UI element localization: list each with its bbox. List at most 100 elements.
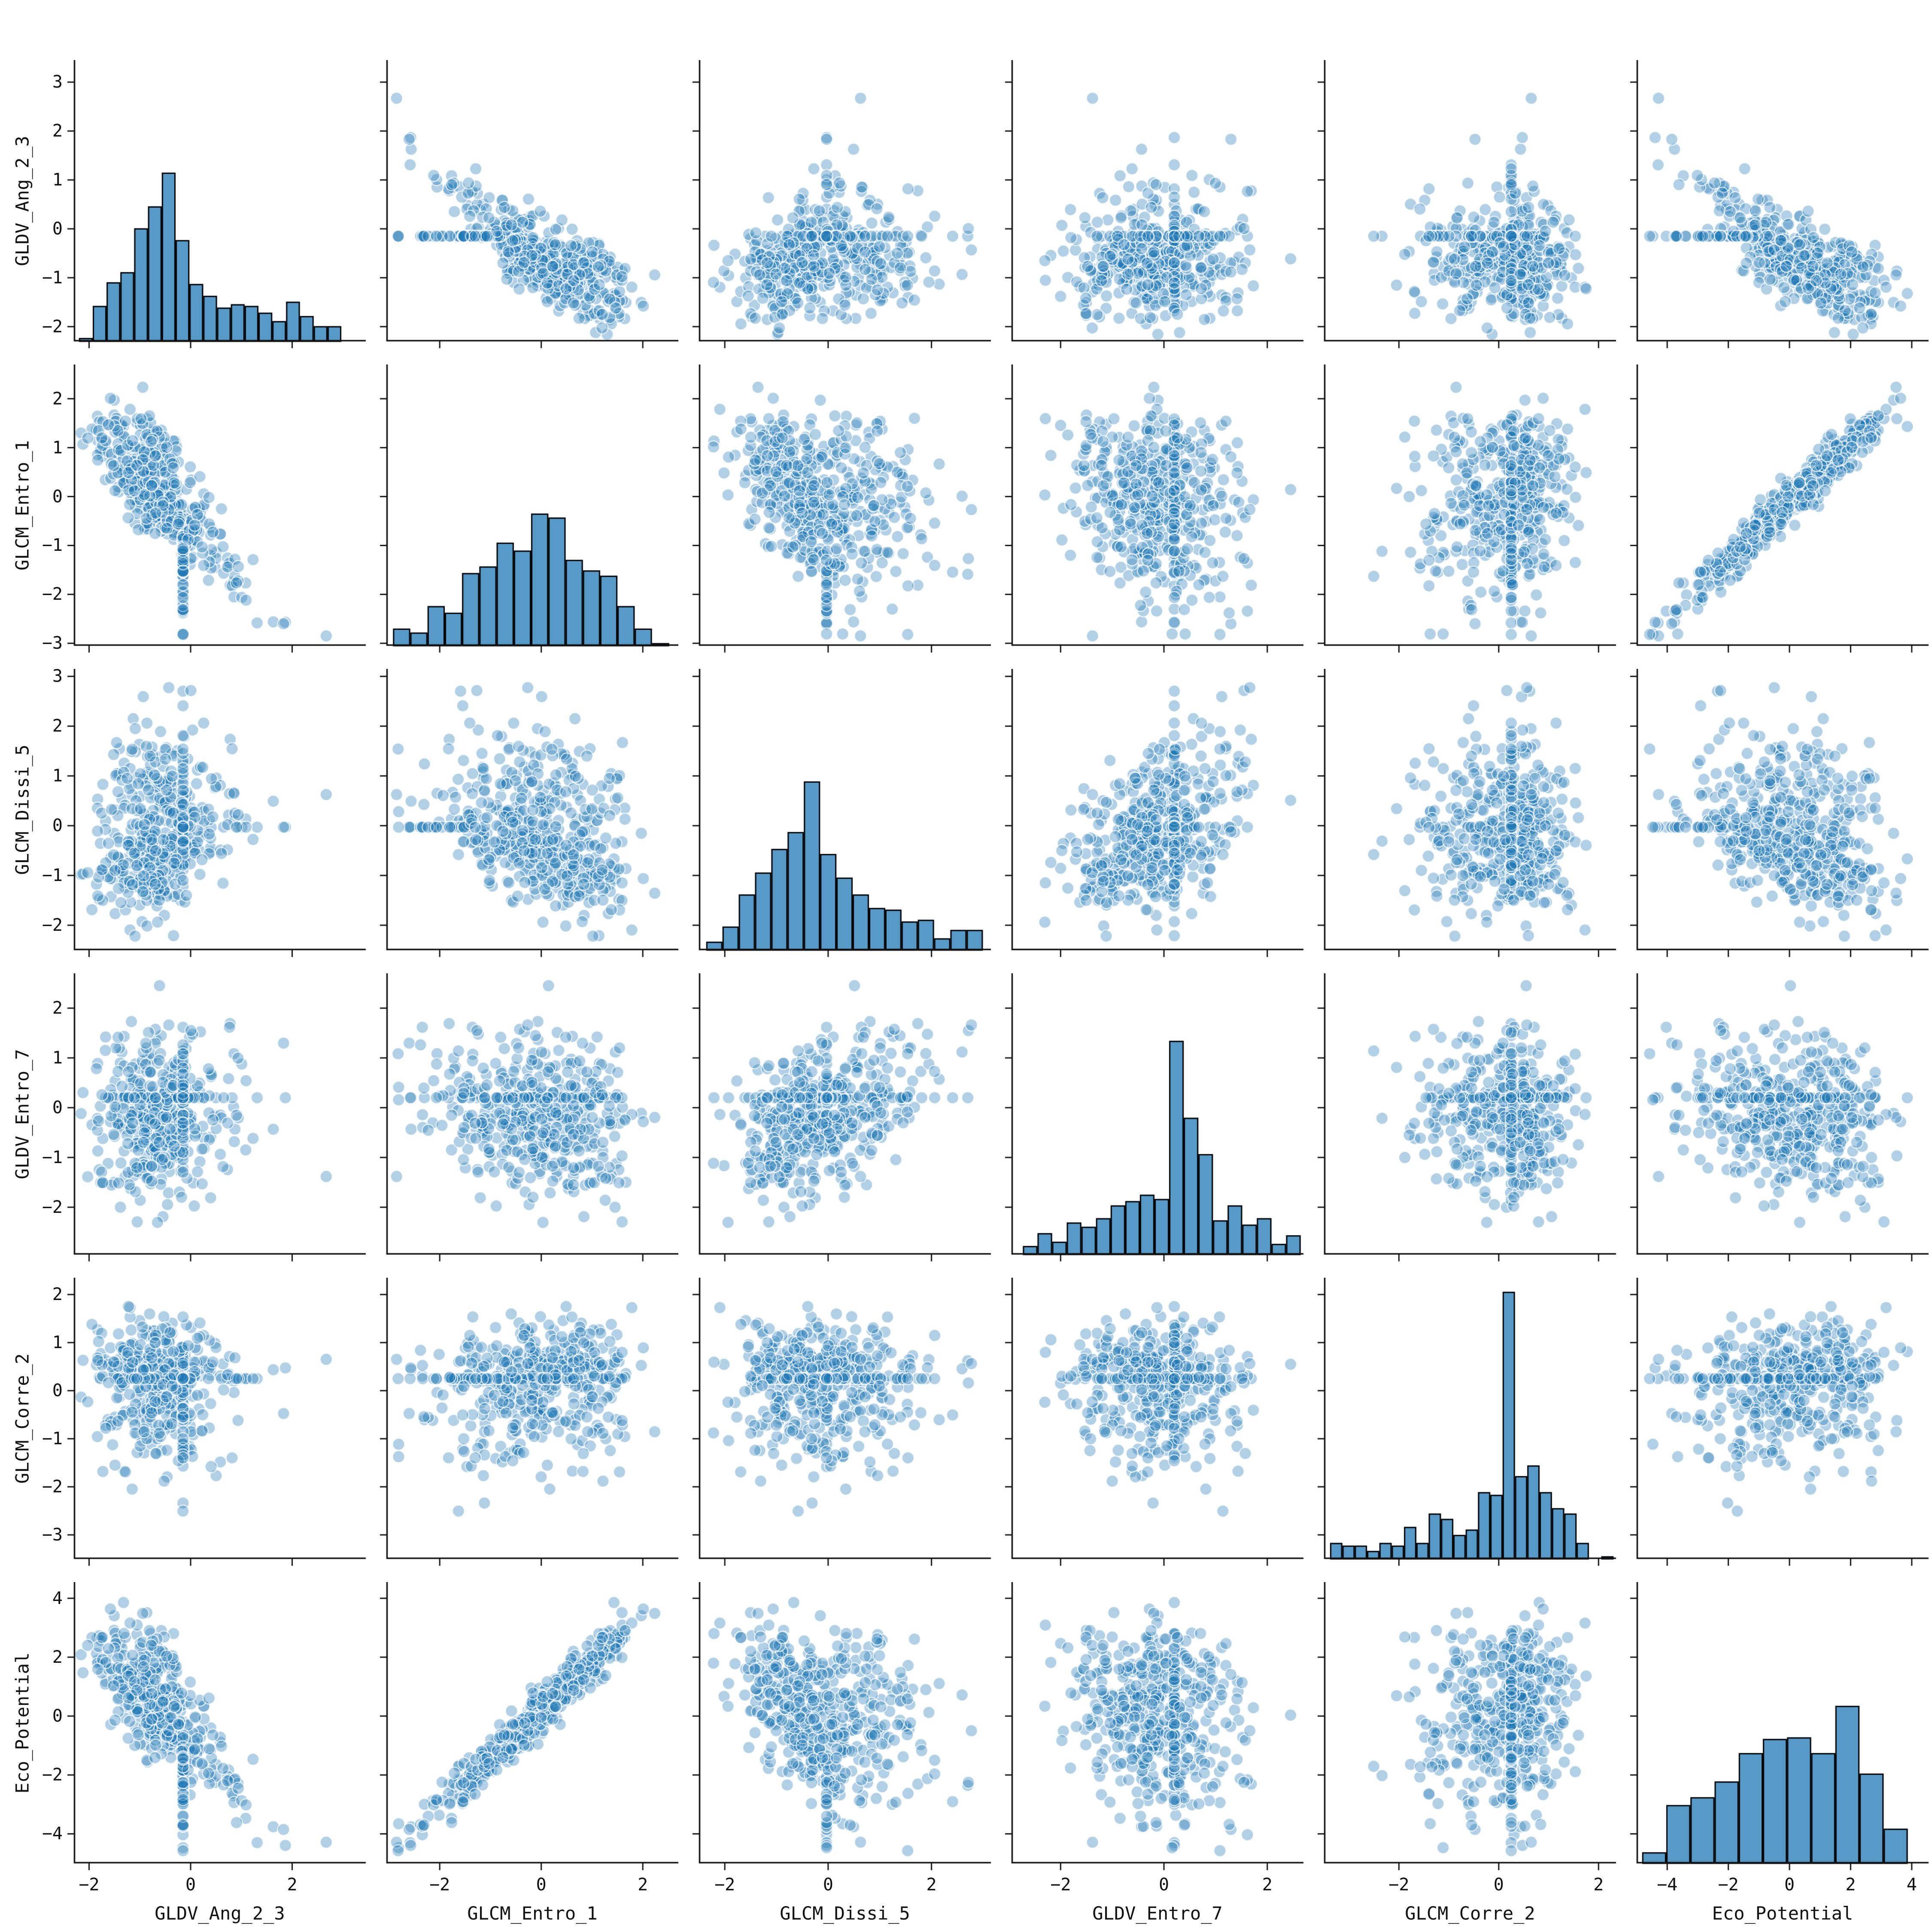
- scatter-GLCM_Dissi_5-vs-GLCM_Entro_1: [379, 669, 686, 960]
- scatter-GLDV_Ang_2_3-vs-GLCM_Dissi_5: [691, 60, 999, 351]
- y-tick-label: 4: [52, 1588, 63, 1608]
- scatter-GLCM_Corre_2-vs-GLDV_Entro_7: [1004, 1278, 1311, 1568]
- scatter-GLCM_Entro_1-vs-Eco_Potential: [1629, 365, 1932, 655]
- x-axis-label-GLDV_Ang_2_3: GLDV_Ang_2_3: [155, 1903, 285, 1924]
- x-tick-label: −2: [714, 1875, 735, 1895]
- x-axis-label-GLCM_Entro_1: GLCM_Entro_1: [467, 1903, 598, 1924]
- x-tick-label: 2: [1262, 1875, 1273, 1895]
- scatter-GLDV_Ang_2_3-vs-GLCM_Entro_1: [379, 60, 686, 351]
- y-tick-label: 1: [52, 1048, 63, 1068]
- scatter-GLCM_Entro_1-vs-GLCM_Corre_2: [1316, 365, 1624, 655]
- diag-histogram-Eco_Potential: [1629, 1582, 1932, 1873]
- y-tick-label: 1: [52, 170, 63, 190]
- scatter-GLCM_Dissi_5-vs-GLCM_Corre_2: [1316, 669, 1624, 960]
- y-tick-label: 1: [52, 766, 63, 786]
- y-tick-label: 2: [52, 716, 63, 736]
- x-tick-label: −2: [1388, 1875, 1410, 1895]
- x-tick-label: −2: [1050, 1875, 1071, 1895]
- scatter-GLDV_Entro_7-vs-GLCM_Corre_2: [1316, 973, 1624, 1264]
- scatter-GLCM_Dissi_5-vs-GLDV_Ang_2_3: [66, 669, 374, 960]
- x-tick-label: 2: [638, 1875, 648, 1895]
- y-tick-label: 2: [52, 389, 63, 409]
- y-tick-label: −3: [42, 1525, 63, 1545]
- x-tick-label: 0: [185, 1875, 196, 1895]
- y-axis-label-GLDV_Ang_2_3: GLDV_Ang_2_3: [12, 135, 33, 266]
- y-tick-label: −1: [42, 535, 63, 556]
- y-tick-label: −2: [42, 1477, 63, 1497]
- x-tick-label: 0: [1493, 1875, 1504, 1895]
- scatter-GLDV_Entro_7-vs-GLDV_Ang_2_3: [66, 973, 374, 1264]
- y-tick-label: −1: [42, 267, 63, 288]
- y-tick-label: −1: [42, 1147, 63, 1167]
- scatter-GLCM_Entro_1-vs-GLDV_Entro_7: [1004, 365, 1311, 655]
- y-tick-label: 1: [52, 437, 63, 458]
- x-axis-label-GLCM_Dissi_5: GLCM_Dissi_5: [780, 1903, 910, 1924]
- x-axis-label-Eco_Potential: Eco_Potential: [1712, 1903, 1853, 1924]
- scatter-Eco_Potential-vs-GLCM_Dissi_5: [691, 1582, 999, 1873]
- x-tick-label: 0: [1784, 1875, 1795, 1895]
- y-tick-label: −2: [42, 1197, 63, 1217]
- scatter-GLDV_Entro_7-vs-GLCM_Dissi_5: [691, 973, 999, 1264]
- y-tick-label: 0: [52, 1706, 63, 1726]
- diag-histogram-GLCM_Dissi_5: [691, 669, 999, 960]
- y-tick-label: 3: [52, 72, 63, 92]
- scatter-GLDV_Ang_2_3-vs-GLCM_Corre_2: [1316, 60, 1624, 351]
- x-tick-label: 2: [1593, 1875, 1604, 1895]
- scatter-GLDV_Ang_2_3-vs-Eco_Potential: [1629, 60, 1932, 351]
- scatter-GLDV_Entro_7-vs-Eco_Potential: [1629, 973, 1932, 1264]
- y-axis-label-GLCM_Corre_2: GLCM_Corre_2: [12, 1353, 33, 1484]
- scatter-GLCM_Dissi_5-vs-Eco_Potential: [1629, 669, 1932, 960]
- y-axis-label-GLCM_Dissi_5: GLCM_Dissi_5: [12, 744, 33, 875]
- scatter-GLCM_Dissi_5-vs-GLDV_Entro_7: [1004, 669, 1311, 960]
- scatter-GLDV_Entro_7-vs-GLCM_Entro_1: [379, 973, 686, 1264]
- x-tick-label: −2: [79, 1875, 100, 1895]
- scatter-GLCM_Entro_1-vs-GLCM_Dissi_5: [691, 365, 999, 655]
- y-tick-label: 0: [52, 1098, 63, 1118]
- scatter-GLCM_Corre_2-vs-Eco_Potential: [1629, 1278, 1932, 1568]
- x-tick-label: 2: [1845, 1875, 1856, 1895]
- scatter-GLCM_Corre_2-vs-GLCM_Entro_1: [379, 1278, 686, 1568]
- scatter-Eco_Potential-vs-GLDV_Entro_7: [1004, 1582, 1311, 1873]
- scatter-GLDV_Ang_2_3-vs-GLDV_Entro_7: [1004, 60, 1311, 351]
- scatter-GLCM_Corre_2-vs-GLDV_Ang_2_3: [66, 1278, 374, 1568]
- y-tick-label: −1: [42, 866, 63, 886]
- x-tick-label: 0: [1158, 1875, 1170, 1895]
- y-axis-label-Eco_Potential: Eco_Potential: [12, 1652, 33, 1793]
- y-tick-label: −3: [42, 633, 63, 653]
- y-tick-label: 0: [52, 1381, 63, 1401]
- scatter-GLCM_Corre_2-vs-GLCM_Dissi_5: [691, 1278, 999, 1568]
- scatter-GLCM_Entro_1-vs-GLDV_Ang_2_3: [66, 365, 374, 655]
- y-tick-label: 2: [52, 121, 63, 141]
- scatter-Eco_Potential-vs-GLDV_Ang_2_3: [66, 1582, 374, 1873]
- y-tick-label: −2: [42, 1765, 63, 1785]
- y-tick-label: −2: [42, 915, 63, 936]
- x-tick-label: 2: [926, 1875, 937, 1895]
- diag-histogram-GLCM_Corre_2: [1316, 1278, 1624, 1568]
- y-tick-label: 2: [52, 1285, 63, 1305]
- x-axis-label-GLCM_Corre_2: GLCM_Corre_2: [1405, 1903, 1535, 1924]
- diag-histogram-GLCM_Entro_1: [379, 365, 686, 655]
- y-tick-label: −2: [42, 316, 63, 337]
- y-tick-label: −1: [42, 1429, 63, 1449]
- x-tick-label: −4: [1657, 1875, 1678, 1895]
- x-tick-label: 4: [1906, 1875, 1917, 1895]
- x-tick-label: 0: [536, 1875, 547, 1895]
- y-tick-label: −4: [42, 1824, 63, 1844]
- x-axis-label-GLDV_Entro_7: GLDV_Entro_7: [1092, 1903, 1223, 1924]
- y-tick-label: −2: [42, 584, 63, 605]
- y-tick-label: 3: [52, 666, 63, 687]
- y-axis-label-GLDV_Entro_7: GLDV_Entro_7: [12, 1048, 33, 1179]
- diag-histogram-GLDV_Entro_7: [1004, 973, 1311, 1264]
- scatter-Eco_Potential-vs-GLCM_Entro_1: [379, 1582, 686, 1873]
- y-axis-label-GLCM_Entro_1: GLCM_Entro_1: [12, 440, 33, 571]
- y-tick-label: 1: [52, 1333, 63, 1353]
- diag-histogram-GLDV_Ang_2_3: [66, 60, 374, 351]
- y-tick-label: 0: [52, 219, 63, 239]
- x-tick-label: 0: [823, 1875, 833, 1895]
- y-tick-label: 2: [52, 1647, 63, 1667]
- y-tick-label: 2: [52, 998, 63, 1018]
- scatter-Eco_Potential-vs-GLCM_Corre_2: [1316, 1582, 1624, 1873]
- x-tick-label: −2: [1718, 1875, 1739, 1895]
- y-tick-label: 0: [52, 816, 63, 836]
